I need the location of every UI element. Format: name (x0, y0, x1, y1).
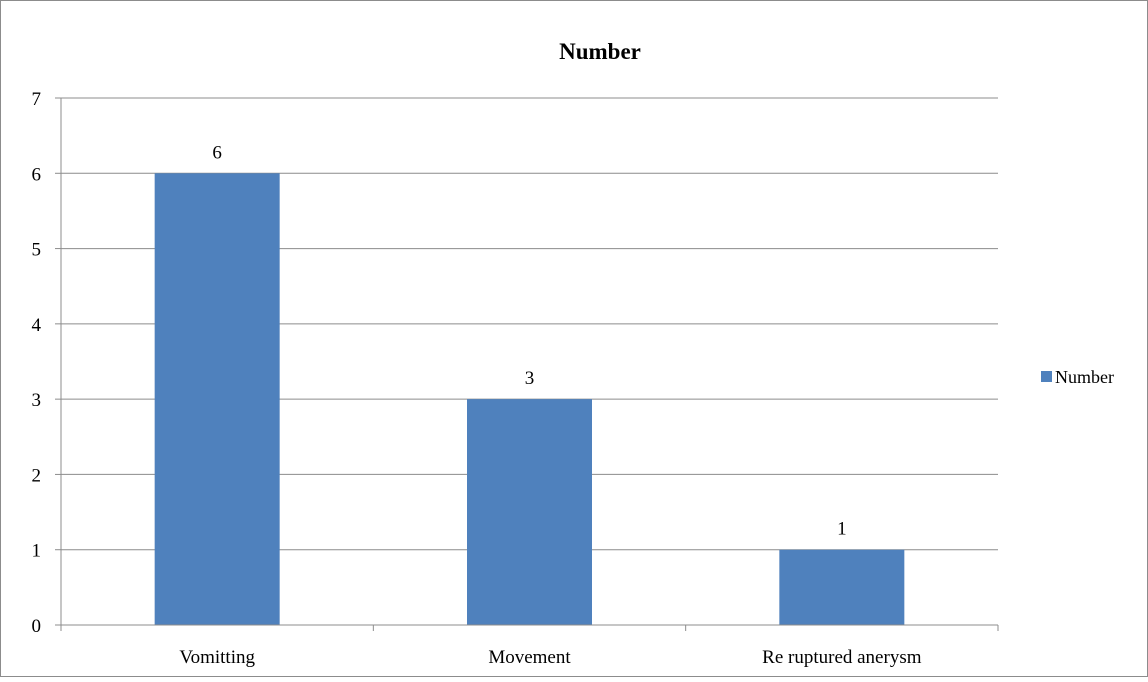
y-tick-label-4: 4 (32, 315, 42, 336)
data-label-0: 6 (212, 142, 222, 163)
axes: 0 1 2 3 4 5 6 7 Vomitting Movement Re ruptured ane… (32, 89, 999, 668)
y-tick-label-5: 5 (32, 240, 42, 261)
y-tick-label-1: 1 (32, 541, 42, 562)
legend-swatch-number (1041, 371, 1052, 382)
legend: Number (1041, 367, 1114, 387)
x-category-label-0: Vomitting (179, 647, 255, 668)
y-tick-label-3: 3 (32, 390, 42, 411)
data-labels: 6 3 1 (212, 142, 846, 539)
y-tick-label-2: 2 (32, 465, 42, 486)
data-label-1: 3 (525, 368, 535, 389)
bar-vomitting (154, 173, 280, 626)
bar-movement (467, 399, 592, 625)
bar-re-ruptured-anerysm (779, 549, 905, 625)
y-tick-label-7: 7 (32, 89, 42, 110)
legend-label-number: Number (1055, 367, 1114, 387)
x-category-label-1: Movement (488, 647, 571, 668)
data-label-2: 1 (837, 519, 847, 540)
bars (154, 173, 905, 626)
x-category-label-2: Re ruptured anerysm (762, 647, 922, 668)
y-tick-label-0: 0 (32, 616, 42, 637)
chart-title: Number (559, 39, 641, 64)
y-tick-label-6: 6 (32, 164, 42, 185)
